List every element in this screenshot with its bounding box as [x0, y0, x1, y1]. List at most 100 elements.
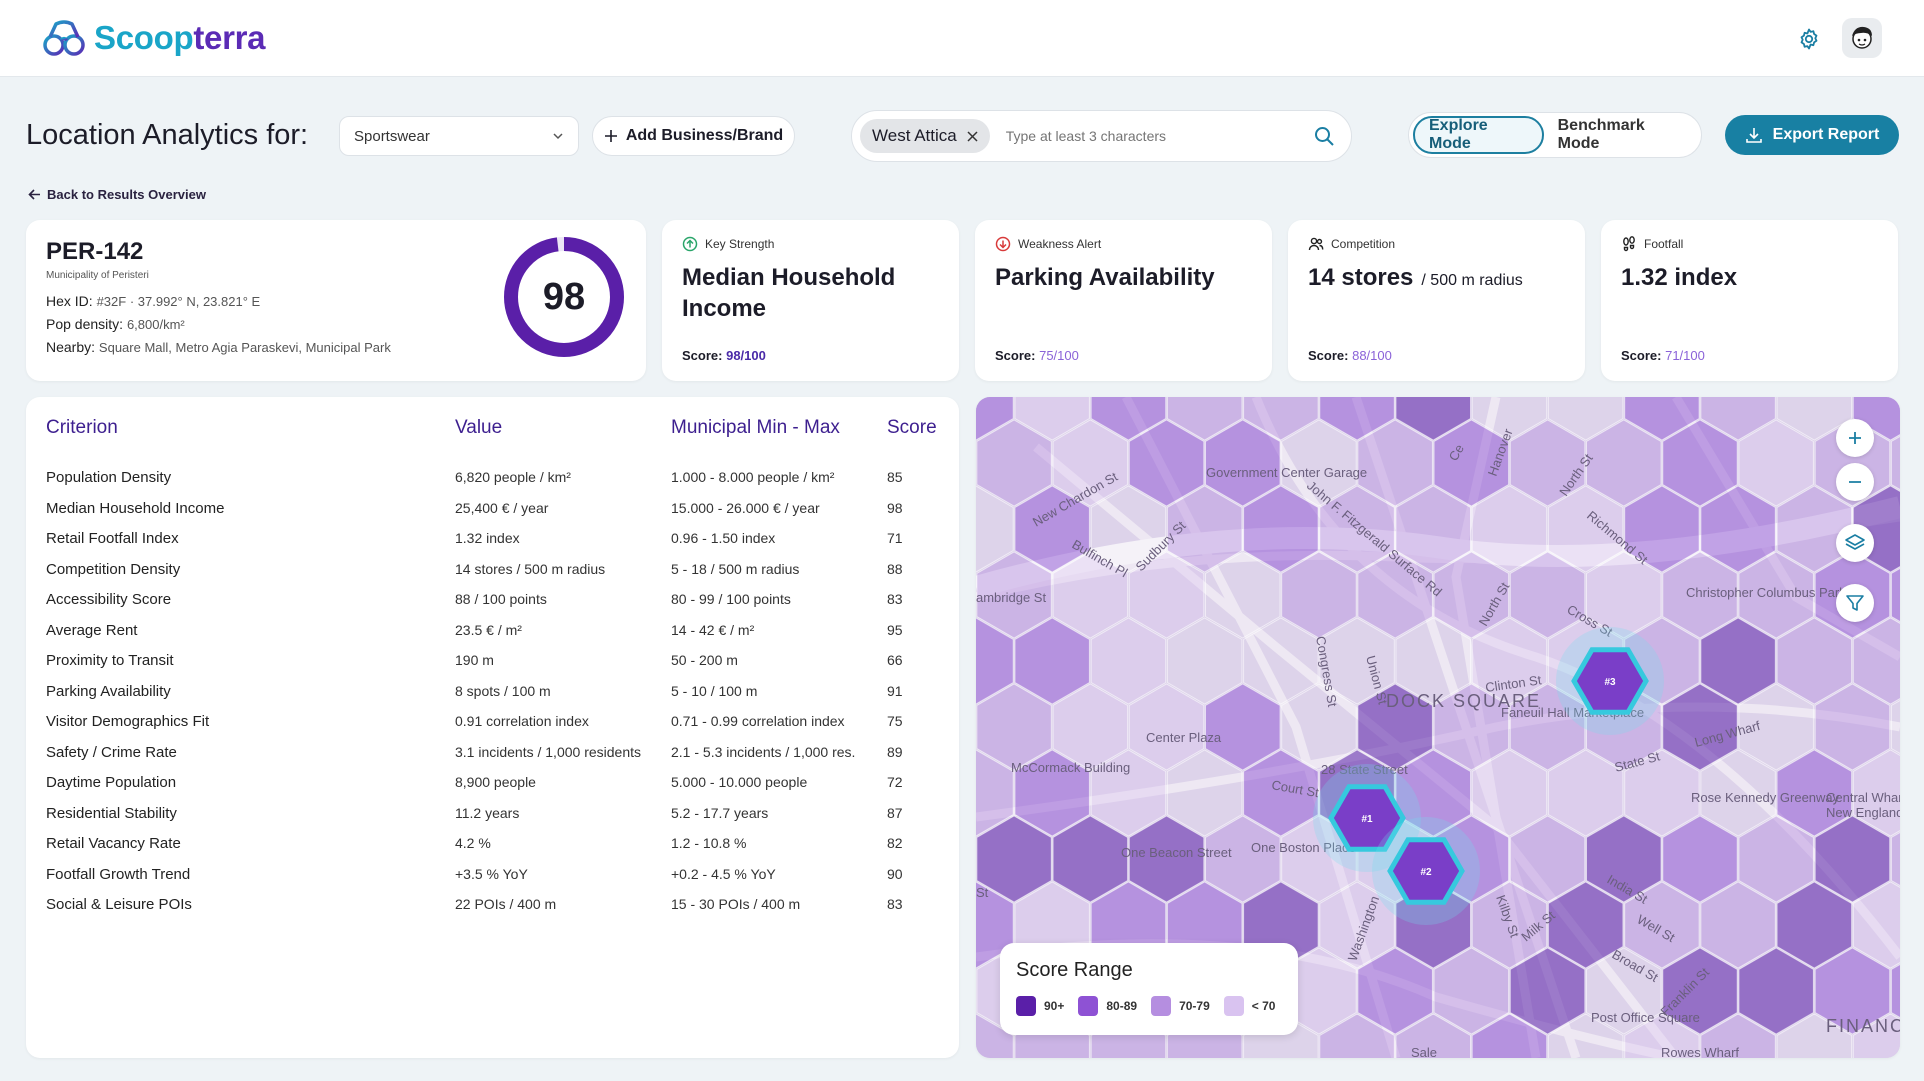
- map-hex[interactable]: [1014, 617, 1090, 705]
- map-hex[interactable]: [1166, 397, 1243, 441]
- map-hex[interactable]: [1281, 419, 1357, 507]
- map-hex[interactable]: [1471, 749, 1548, 837]
- table-row[interactable]: Retail Footfall Index 1.32 index 0.96 - 1.…: [46, 530, 946, 560]
- map-hex[interactable]: [1433, 947, 1510, 1035]
- map-hex[interactable]: [1852, 749, 1900, 837]
- table-row[interactable]: Average Rent 23.5 € / m² 14 - 42 € / m² 95: [46, 622, 946, 652]
- map-hex[interactable]: [1890, 816, 1900, 902]
- map-hex[interactable]: [976, 397, 1014, 441]
- map-hex[interactable]: [1586, 419, 1662, 507]
- close-icon[interactable]: [967, 130, 978, 142]
- map-hex[interactable]: [1205, 683, 1281, 771]
- back-link[interactable]: Back to Results Overview: [28, 187, 206, 202]
- zoom-out-button[interactable]: [1836, 463, 1874, 501]
- map-hex[interactable]: [1624, 397, 1700, 441]
- map-hex[interactable]: [1509, 947, 1586, 1035]
- location-marker[interactable]: [1387, 837, 1465, 905]
- search-icon[interactable]: [1313, 125, 1335, 147]
- map-hex[interactable]: [1395, 397, 1471, 441]
- map-hex[interactable]: [1586, 947, 1662, 1035]
- business-select[interactable]: Sportswear: [339, 116, 579, 156]
- map-hex[interactable]: [1166, 749, 1243, 837]
- map-hex[interactable]: [1890, 420, 1900, 506]
- map-hex[interactable]: [1662, 947, 1738, 1035]
- map-hex[interactable]: [1243, 749, 1319, 837]
- table-row[interactable]: Visitor Demographics Fit 0.91 correlation…: [46, 713, 946, 743]
- map-hex[interactable]: [1281, 815, 1357, 903]
- export-report-button[interactable]: Export Report: [1725, 115, 1899, 155]
- zoom-in-button[interactable]: [1836, 419, 1874, 457]
- filter-button[interactable]: [1836, 584, 1874, 622]
- map-hex[interactable]: [1357, 683, 1433, 771]
- table-row[interactable]: Accessibility Score 88 / 100 points 80 - 9…: [46, 591, 946, 621]
- map-hex[interactable]: [1814, 947, 1891, 1035]
- map-hex[interactable]: [1471, 1013, 1548, 1058]
- map-hex[interactable]: [1776, 1013, 1853, 1058]
- map-hex[interactable]: [1700, 617, 1776, 705]
- map-hex[interactable]: [1090, 617, 1167, 705]
- map-hex[interactable]: [976, 815, 1052, 903]
- map-hex[interactable]: [976, 419, 1052, 507]
- map-hex[interactable]: [1243, 485, 1319, 573]
- map-hex[interactable]: [1052, 683, 1129, 771]
- map-hex[interactable]: [1395, 1013, 1471, 1058]
- map-hex[interactable]: [1662, 683, 1738, 771]
- map-hex[interactable]: [1128, 815, 1205, 903]
- map-hex[interactable]: [1090, 485, 1167, 573]
- table-row[interactable]: Safety / Crime Rate 3.1 incidents / 1,000…: [46, 744, 946, 774]
- table-row[interactable]: Proximity to Transit 190 m 50 - 200 m 66: [46, 652, 946, 682]
- map-hex[interactable]: [1243, 397, 1319, 441]
- table-row[interactable]: Footfall Growth Trend +3.5 % YoY +0.2 - 4.…: [46, 866, 946, 896]
- map-hex[interactable]: [1852, 397, 1900, 441]
- map-hex[interactable]: [1700, 1013, 1776, 1058]
- map-hex[interactable]: [1547, 485, 1624, 573]
- table-row[interactable]: Residential Stability 11.2 years 5.2 - 17.…: [46, 805, 946, 835]
- map-hex[interactable]: [1624, 881, 1700, 969]
- map-hex[interactable]: [1586, 815, 1662, 903]
- table-row[interactable]: Competition Density 14 stores / 500 m rad…: [46, 561, 946, 591]
- layers-button[interactable]: [1836, 524, 1874, 562]
- map-hex[interactable]: [976, 485, 1014, 573]
- map-hex[interactable]: [1776, 397, 1853, 441]
- map-hex[interactable]: [1547, 749, 1624, 837]
- map-hex[interactable]: [1395, 617, 1471, 705]
- map-hex[interactable]: [1128, 683, 1205, 771]
- map-hex[interactable]: [1586, 551, 1662, 639]
- explore-mode-button[interactable]: Explore Mode: [1413, 116, 1544, 154]
- map-hex[interactable]: [1014, 485, 1090, 573]
- map-hex[interactable]: [1776, 617, 1853, 705]
- map-hex[interactable]: [1166, 617, 1243, 705]
- map-hex[interactable]: [1433, 419, 1510, 507]
- map-hex[interactable]: [1243, 617, 1319, 705]
- map-panel[interactable]: New Chardon St Bulfinch Pl Sudbury St Gover…: [976, 397, 1900, 1058]
- map-hex[interactable]: [1128, 551, 1205, 639]
- table-row[interactable]: Social & Leisure POIs 22 POIs / 400 m 15 -…: [46, 896, 946, 926]
- search-input[interactable]: [1005, 128, 1286, 144]
- map-hex[interactable]: [1014, 749, 1090, 837]
- map-hex[interactable]: [1738, 551, 1814, 639]
- table-row[interactable]: Daytime Population 8,900 people 5.000 - 10…: [46, 774, 946, 804]
- map-hex[interactable]: [1357, 419, 1433, 507]
- map-hex[interactable]: [1319, 485, 1395, 573]
- avatar[interactable]: [1842, 18, 1882, 58]
- map-hex[interactable]: [1281, 551, 1357, 639]
- map-hex[interactable]: [1814, 683, 1891, 771]
- map-hex[interactable]: [1662, 551, 1738, 639]
- location-marker[interactable]: [1328, 784, 1406, 852]
- map-hex[interactable]: [1852, 617, 1900, 705]
- table-row[interactable]: Population Density 6,820 people / km² 1.00…: [46, 469, 946, 499]
- map-hex[interactable]: [1319, 881, 1395, 969]
- map-hex[interactable]: [1624, 485, 1700, 573]
- map-hex[interactable]: [1471, 617, 1548, 705]
- map-hex[interactable]: [1700, 485, 1776, 573]
- map-hex[interactable]: [1738, 683, 1814, 771]
- map-hex[interactable]: [1624, 1013, 1700, 1058]
- map-hex[interactable]: [1509, 419, 1586, 507]
- map-hex[interactable]: [1738, 947, 1814, 1035]
- map-hex[interactable]: [1776, 881, 1853, 969]
- map-hex[interactable]: [1166, 485, 1243, 573]
- map-hex[interactable]: [1890, 552, 1900, 638]
- map-hex[interactable]: [976, 1013, 1014, 1058]
- map-hex[interactable]: [1700, 881, 1776, 969]
- table-row[interactable]: Parking Availability 8 spots / 100 m 5 - 1…: [46, 683, 946, 713]
